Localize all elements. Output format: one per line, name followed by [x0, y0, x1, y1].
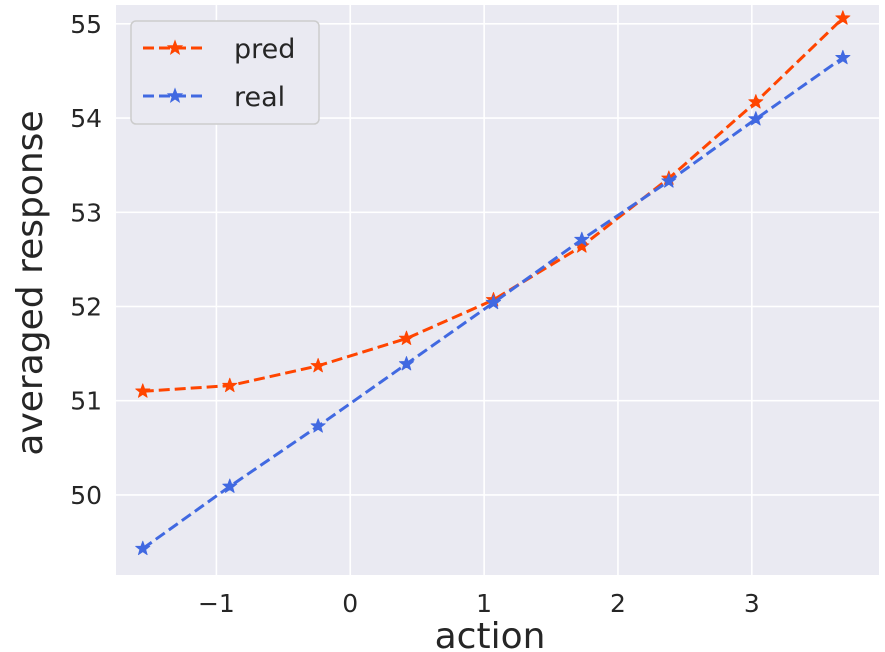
x-tick-label: 0	[342, 589, 358, 618]
x-tick-label: 2	[610, 589, 626, 618]
x-tick-label: −1	[198, 589, 235, 618]
data-point-real	[222, 478, 238, 493]
series-layer	[135, 10, 851, 556]
x-tick-label: 1	[476, 589, 492, 618]
data-point-real	[485, 294, 502, 310]
legend-entry-real: real	[143, 82, 285, 113]
x-axis-label: action	[435, 616, 546, 652]
data-point-pred	[835, 10, 851, 25]
y-tick-label: 52	[70, 292, 102, 321]
data-point-real	[748, 111, 764, 126]
y-tick-label: 53	[70, 198, 102, 227]
data-point-pred	[748, 94, 764, 109]
x-tick-label: 3	[744, 589, 760, 618]
y-tick-label: 51	[70, 387, 102, 416]
data-point-pred	[222, 377, 238, 393]
legend-label-real: real	[234, 82, 285, 113]
data-point-real	[135, 540, 151, 556]
data-point-real	[398, 356, 415, 371]
legend-entry-pred: pred	[143, 34, 295, 65]
data-point-pred	[398, 330, 415, 345]
y-tick-labels: 50 51 52 53 54 55	[70, 10, 102, 510]
y-tick-label: 54	[70, 104, 102, 133]
series-line-pred	[142, 17, 844, 393]
legend-marker-real	[166, 87, 184, 104]
legend-label-pred: pred	[234, 34, 295, 65]
x-tick-labels: −1 0 1 2 3	[198, 589, 760, 618]
data-point-pred	[310, 357, 326, 373]
legend: pred real	[130, 20, 320, 125]
data-point-pred	[135, 383, 151, 398]
series-line-real	[141, 56, 844, 550]
y-tick-label: 50	[70, 481, 102, 510]
legend-marker-pred	[166, 39, 184, 56]
y-axis-label: averaged response	[10, 110, 51, 455]
data-point-real	[310, 418, 326, 433]
data-point-real	[661, 173, 677, 188]
data-point-real	[835, 49, 851, 65]
series-real	[135, 49, 851, 556]
y-tick-label: 55	[70, 10, 102, 39]
data-point-real	[574, 231, 590, 247]
